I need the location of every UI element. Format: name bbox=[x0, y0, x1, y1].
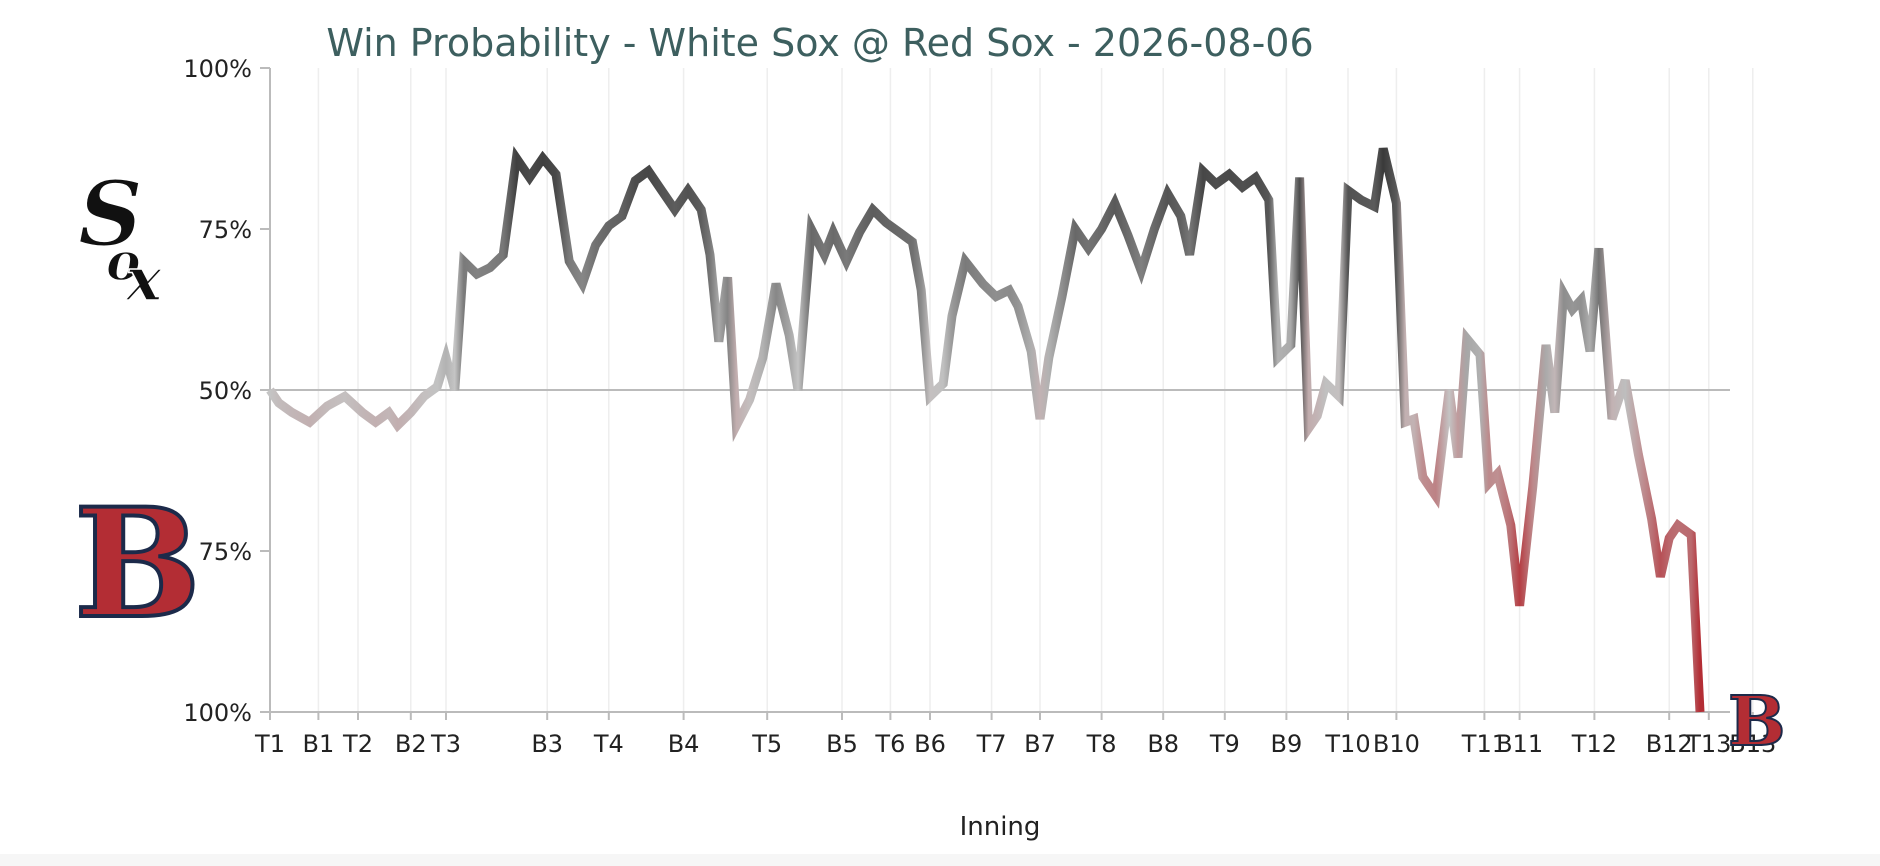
x-tick-label: B7 bbox=[1024, 730, 1056, 758]
x-tick-label: B4 bbox=[668, 730, 700, 758]
x-tick-label: B8 bbox=[1147, 730, 1179, 758]
y-tick-label: 75% bbox=[199, 216, 252, 244]
series-line-win-probability bbox=[266, 146, 1705, 713]
white-sox-logo-icon: S o x bbox=[77, 160, 164, 316]
x-tick-label: B13 bbox=[1729, 730, 1776, 758]
chart-title: Win Probability - White Sox @ Red Sox - … bbox=[326, 21, 1313, 65]
y-tick-label: 100% bbox=[183, 699, 252, 727]
x-tick-label: T12 bbox=[1571, 730, 1617, 758]
x-tick-label: B12 bbox=[1646, 730, 1693, 758]
x-tick-label: B10 bbox=[1373, 730, 1420, 758]
x-tick-label: T1 bbox=[254, 730, 285, 758]
x-ticks: T1 B1 T2 B2 T3 B3 T4 B4 T5 B5 T6 B6 T7 B7 T8 B8 T9 B9 T10 B… bbox=[254, 712, 1776, 758]
y-tick-label: 50% bbox=[199, 377, 252, 405]
svg-text:B: B bbox=[74, 476, 201, 652]
x-tick-label: T10 bbox=[1324, 730, 1370, 758]
x-tick-label: T13 bbox=[1685, 730, 1731, 758]
x-tick-label: T3 bbox=[430, 730, 461, 758]
y-ticks: 100% 75% 50% 75% 100% bbox=[183, 55, 270, 727]
x-tick-label: B11 bbox=[1496, 730, 1543, 758]
x-tick-label: B9 bbox=[1271, 730, 1303, 758]
svg-text:x: x bbox=[124, 245, 163, 315]
svg-text:B: B bbox=[1728, 682, 1785, 762]
x-tick-label: B6 bbox=[914, 730, 946, 758]
x-tick-label: B2 bbox=[395, 730, 427, 758]
x-tick-label: B3 bbox=[531, 730, 563, 758]
x-axis-label: Inning bbox=[960, 812, 1041, 842]
x-tick-label: B5 bbox=[826, 730, 858, 758]
x-tick-label: T6 bbox=[874, 730, 905, 758]
x-tick-label: T5 bbox=[751, 730, 782, 758]
series-group bbox=[266, 146, 1705, 713]
x-tick-label: T9 bbox=[1209, 730, 1240, 758]
y-tick-label: 75% bbox=[199, 538, 252, 566]
axes bbox=[269, 68, 1730, 713]
x-tick-label: T4 bbox=[593, 730, 624, 758]
x-tick-label: T11 bbox=[1461, 730, 1507, 758]
footer-bar bbox=[0, 854, 1880, 866]
x-tick-label: T8 bbox=[1086, 730, 1117, 758]
red-sox-logo-icon: B bbox=[72, 474, 203, 654]
y-tick-label: 100% bbox=[183, 55, 252, 83]
x-tick-label: B1 bbox=[303, 730, 335, 758]
svg-text:S: S bbox=[78, 161, 143, 267]
svg-text:o: o bbox=[106, 232, 141, 293]
x-tick-label: T7 bbox=[976, 730, 1007, 758]
x-tick-label: T2 bbox=[342, 730, 373, 758]
red-sox-b-icon: B bbox=[1727, 681, 1786, 763]
